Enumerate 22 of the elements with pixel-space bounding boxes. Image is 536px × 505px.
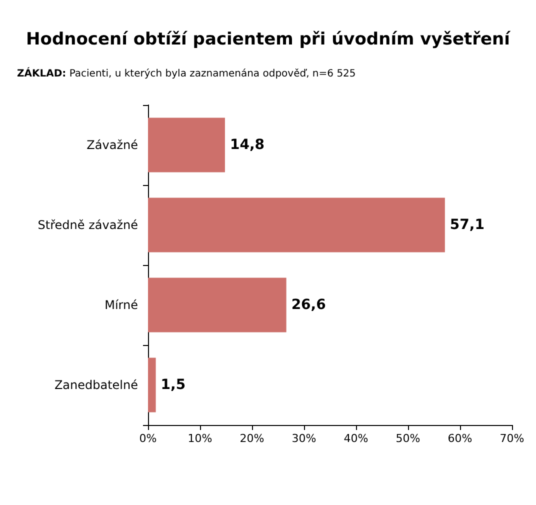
x-tick-label: 40% bbox=[344, 432, 368, 445]
x-tick-label: 50% bbox=[396, 432, 420, 445]
x-tick-label: 0% bbox=[139, 432, 157, 445]
bar bbox=[148, 358, 156, 412]
x-tick-label: 20% bbox=[240, 432, 264, 445]
x-tick-label: 70% bbox=[500, 432, 524, 445]
x-tick-label: 30% bbox=[292, 432, 316, 445]
data-label: 1,5 bbox=[160, 377, 186, 393]
x-tick-label: 60% bbox=[448, 432, 472, 445]
data-label: 26,6 bbox=[291, 297, 326, 313]
y-tick-label: Zanedbatelné bbox=[54, 378, 138, 392]
data-label: 57,1 bbox=[450, 217, 484, 233]
x-tick-label: 10% bbox=[188, 432, 212, 445]
y-tick-label: Mírné bbox=[104, 298, 138, 312]
y-tick-label: Středně závažné bbox=[38, 218, 138, 232]
bar bbox=[148, 278, 286, 332]
chart-title: Hodnocení obtíží pacientem při úvodním vyšetření bbox=[26, 30, 512, 50]
bar bbox=[148, 198, 445, 252]
chart-subtitle: ZÁKLAD: Pacienti, u kterých byla zaznamenána odpověď, n=6 525 bbox=[17, 66, 356, 80]
bar bbox=[148, 118, 225, 172]
data-label: 14,8 bbox=[230, 137, 265, 153]
y-tick-label: Závažné bbox=[86, 138, 138, 152]
